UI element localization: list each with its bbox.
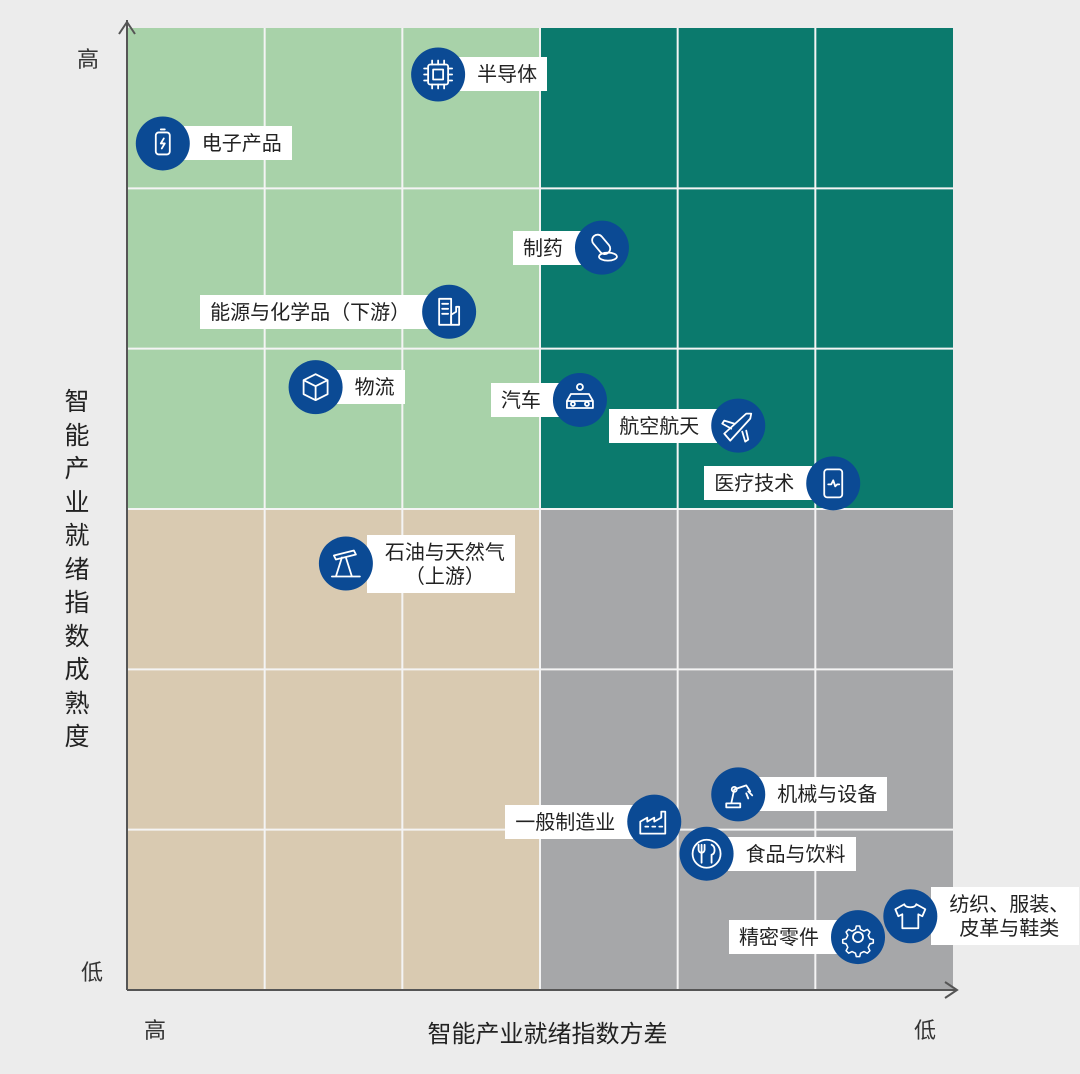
point-label: 机械与设备 <box>759 777 888 812</box>
point-label: 石油与天然气 （上游） <box>366 534 515 593</box>
point-label: 能源与化学品（下游） <box>200 294 429 329</box>
y-tick-high: 高 <box>77 48 100 73</box>
quadrant-top-left <box>127 28 540 509</box>
point-label: 医疗技术 <box>704 466 813 501</box>
x-axis-title: 智能产业就绪指数方差 <box>427 1020 668 1048</box>
point-label: 电子产品 <box>183 126 292 161</box>
point-label: 制药 <box>512 230 581 265</box>
quadrant-bottom-right <box>540 509 953 990</box>
point-label: 航空航天 <box>609 408 718 443</box>
x-tick-low: 低 <box>914 1019 937 1044</box>
x-axis-arrow <box>944 981 959 999</box>
point-label: 一般制造业 <box>505 804 634 839</box>
y-axis-title: 智能产业就绪指数成熟度 <box>64 387 90 751</box>
point-label: 纺织、服装、 皮革与鞋类 <box>931 887 1080 946</box>
point-label: 食品与饮料 <box>727 836 856 871</box>
y-axis-arrow <box>118 20 136 35</box>
x-tick-high: 高 <box>144 1019 167 1044</box>
y-tick-low: 低 <box>81 961 104 986</box>
point-label: 汽车 <box>490 382 559 417</box>
point-label: 物流 <box>336 370 405 405</box>
point-label: 精密零件 <box>729 920 837 955</box>
point-label: 半导体 <box>459 57 548 92</box>
quadrant-top-right <box>540 28 953 509</box>
